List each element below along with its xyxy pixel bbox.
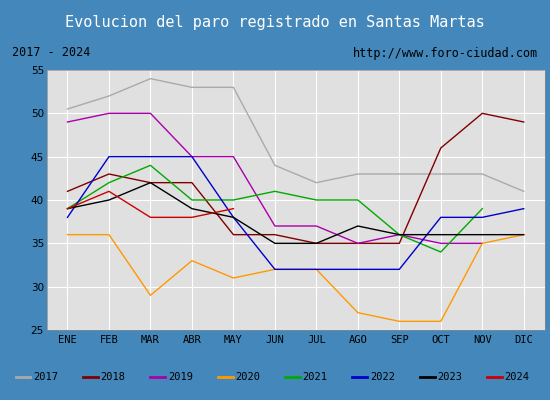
Text: 2022: 2022 <box>370 372 395 382</box>
Text: 2023: 2023 <box>437 372 463 382</box>
Text: 2019: 2019 <box>168 372 193 382</box>
Text: 2024: 2024 <box>505 372 530 382</box>
Text: http://www.foro-ciudad.com: http://www.foro-ciudad.com <box>353 46 538 60</box>
Text: 2017: 2017 <box>33 372 58 382</box>
Text: 2020: 2020 <box>235 372 260 382</box>
Text: Evolucion del paro registrado en Santas Martas: Evolucion del paro registrado en Santas … <box>65 14 485 30</box>
Text: 2017 - 2024: 2017 - 2024 <box>12 46 90 60</box>
Text: 2021: 2021 <box>302 372 328 382</box>
Text: 2018: 2018 <box>101 372 125 382</box>
